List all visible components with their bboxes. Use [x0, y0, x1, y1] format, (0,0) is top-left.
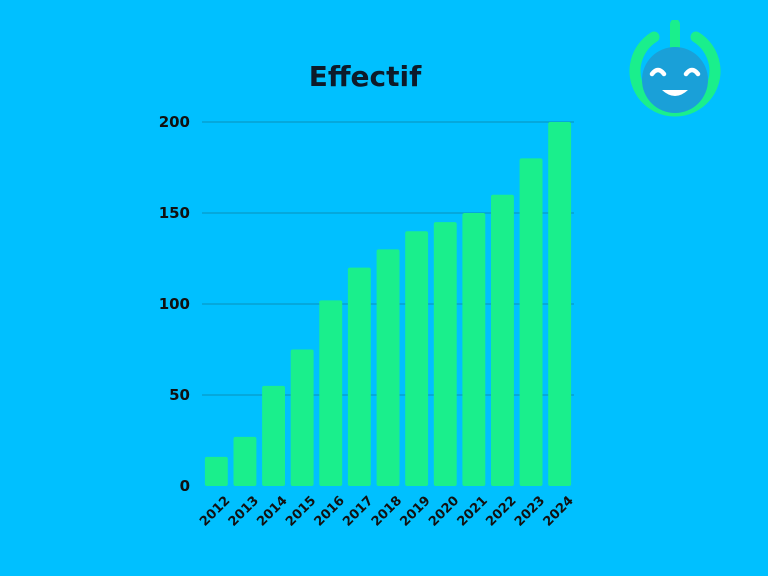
x-tick-label: 2017 [340, 493, 376, 529]
bar-2014 [262, 385, 285, 486]
x-tick-label: 2022 [483, 493, 519, 529]
chart-title: Effectif [309, 60, 422, 93]
x-tick-label: 2018 [369, 493, 405, 529]
y-tick-label: 200 [159, 113, 190, 131]
y-tick-label: 0 [180, 477, 190, 495]
bar-2021 [462, 213, 486, 486]
bar-2017 [347, 267, 371, 486]
x-axis-ticks: 2012201320142015201620172018201920202021… [197, 493, 577, 529]
x-tick-label: 2023 [512, 493, 548, 529]
y-tick-label: 100 [159, 295, 190, 313]
bar-2020 [433, 222, 457, 486]
bar-2012 [204, 456, 228, 486]
y-axis-ticks: 0 50 100 150 200 [159, 113, 190, 495]
x-tick-label: 2016 [312, 493, 348, 529]
x-tick-label: 2024 [541, 493, 577, 529]
x-tick-label: 2020 [426, 493, 462, 529]
bar-2019 [405, 231, 429, 486]
bar-2022 [491, 194, 514, 487]
x-tick-label: 2014 [254, 493, 290, 529]
bar-2016 [319, 300, 343, 486]
x-tick-label: 2021 [455, 493, 491, 529]
bar-2018 [376, 249, 400, 486]
y-tick-label: 150 [159, 204, 190, 222]
bar-2015 [290, 349, 314, 486]
bar-2023 [519, 158, 543, 486]
bar-2013 [233, 436, 257, 486]
bars [204, 122, 572, 487]
x-tick-label: 2013 [226, 493, 262, 529]
x-tick-label: 2015 [283, 493, 319, 529]
x-tick-label: 2012 [197, 493, 233, 529]
bar-2024 [548, 122, 572, 486]
x-tick-label: 2019 [397, 493, 433, 529]
smiley-power-icon [629, 20, 721, 117]
y-tick-label: 50 [169, 386, 190, 404]
